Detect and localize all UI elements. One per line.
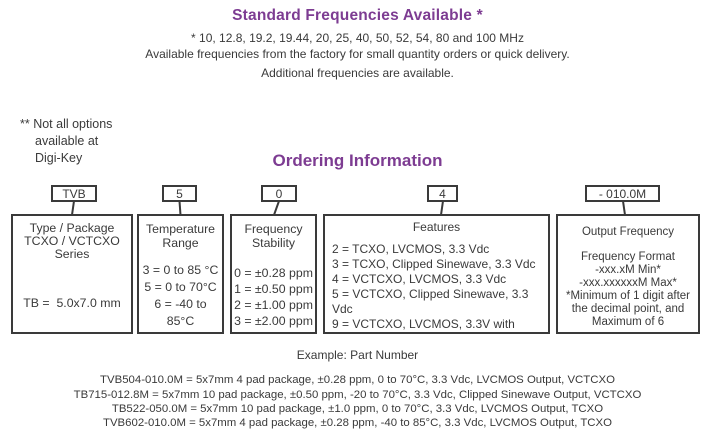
example-part-number-4: TVB602-010.0M = 5x7mm 4 pad package, ±0.… xyxy=(103,417,612,429)
note-line-3: Digi-Key xyxy=(35,151,83,165)
option-line: 2 = TCXO, LVCMOS, 3.3 Vdc xyxy=(332,242,490,256)
header-line: Output Frequency xyxy=(581,226,675,238)
part-code-features-box: 4 xyxy=(427,185,458,202)
header-line: Range xyxy=(162,236,199,250)
header-line: Stability xyxy=(251,236,296,250)
features-box-header: Features xyxy=(325,216,548,233)
part-code-type-box: TVB xyxy=(51,185,97,202)
option-line: 3 = ±2.00 ppm xyxy=(234,314,313,328)
option-line: 3 = 0 to 85 °C xyxy=(142,263,219,277)
header-line: Series xyxy=(54,247,90,261)
option-line: 3 = TCXO, Clipped Sinewave, 3.3 Vdc xyxy=(332,257,536,271)
output-frequency-box: Output Frequency Frequency Format -xxx.x… xyxy=(556,214,700,334)
features-box-options: 2 = TCXO, LVCMOS, 3.3 Vdc 3 = TCXO, Clip… xyxy=(325,242,548,334)
features-box: Features 2 = TCXO, LVCMOS, 3.3 Vdc 3 = T… xyxy=(323,214,550,334)
temperature-range-box-options: 3 = 0 to 85 °C 5 = 0 to 70°C 6 = -40 to … xyxy=(139,262,222,332)
option-line: 2 = ±1.00 ppm xyxy=(234,298,313,312)
type-package-box: Type / Package TCXO / VCTCXO Series TB =… xyxy=(11,214,133,334)
option-line: 6 = -40 to 85°C xyxy=(154,297,207,328)
option-line: 7 = -20 to 70°C xyxy=(139,330,222,332)
availability-note: Available frequencies from the factory f… xyxy=(145,47,570,61)
output-frequency-box-header: Output Frequency xyxy=(558,216,698,238)
option-line: 1 = ±0.50 ppm xyxy=(234,282,313,296)
header-line: Features xyxy=(412,220,461,234)
frequency-stability-box-options: 0 = ±0.28 ppm 1 = ±0.50 ppm 2 = ±1.00 pp… xyxy=(232,265,315,329)
example-part-number-title: Example: Part Number xyxy=(296,348,419,362)
note-line-2: available at xyxy=(35,134,99,148)
detail-line: Frequency Format xyxy=(581,251,675,263)
header-line: Type / Package xyxy=(29,221,115,235)
option-line: 0 = ±0.28 ppm xyxy=(234,266,313,280)
detail-line: *Minimum of 1 digit after xyxy=(566,290,690,302)
detail-line: Maximum of 6 xyxy=(591,316,665,328)
option-line-continuation: reduced pull range xyxy=(332,332,548,334)
additional-frequencies-note: Additional frequencies are available. xyxy=(261,66,454,80)
part-code-frequency-box: - 010.0M xyxy=(585,185,660,202)
option-line: 5 = VCTCXO, Clipped Sinewave, 3.3 Vdc xyxy=(332,287,529,316)
page-title: Standard Frequencies Available * xyxy=(232,7,483,24)
detail-line: -xxx.xxxxxxM Max* xyxy=(579,277,677,289)
option-line: 4 = VCTCXO, LVCMOS, 3.3 Vdc xyxy=(332,272,507,286)
header-line: Temperature xyxy=(145,222,216,236)
header-line: TCXO / VCTCXO xyxy=(24,234,120,248)
temperature-range-box-header: Temperature Range xyxy=(139,216,222,250)
detail-line: -xxx.xM Min* xyxy=(595,264,661,276)
note-line-1: ** Not all options xyxy=(20,117,113,131)
frequency-stability-box-header: Frequency Stability xyxy=(232,216,315,250)
type-package-box-header: Type / Package TCXO / VCTCXO Series xyxy=(13,216,131,261)
type-package-box-options: TB = 5.0x7.0 mm 10 Pads TVB = 5.0x7.0 mm… xyxy=(13,271,131,332)
frequency-stability-box: Frequency Stability 0 = ±0.28 ppm 1 = ±0… xyxy=(230,214,317,334)
digikey-note: ** Not all options available at Digi-Key xyxy=(20,116,112,167)
option-line: 9 = VCTCXO, LVCMOS, 3.3V with xyxy=(332,317,515,331)
detail-line: the decimal point, and xyxy=(571,303,685,315)
temperature-range-box: Temperature Range 3 = 0 to 85 °C 5 = 0 t… xyxy=(137,214,224,334)
option-line: 5 = 0 to 70°C xyxy=(144,280,217,294)
part-code-temperature-box: 5 xyxy=(162,185,197,202)
connector-lines xyxy=(71,201,626,215)
ordering-information-title: Ordering Information xyxy=(272,151,443,170)
standard-frequency-list: * 10, 12.8, 19.2, 19.44, 20, 25, 40, 50,… xyxy=(191,31,524,45)
option-line: TB = 5.0x7.0 mm xyxy=(23,296,121,310)
output-frequency-box-details: Frequency Format -xxx.xM Min* -xxx.xxxxx… xyxy=(558,251,698,329)
example-part-number-1: TVB504-010.0M = 5x7mm 4 pad package, ±0.… xyxy=(100,374,615,386)
example-part-number-3: TB522-050.0M = 5x7mm 10 pad package, ±1.… xyxy=(111,403,604,415)
header-line: Frequency xyxy=(244,222,303,236)
part-code-stability-box: 0 xyxy=(261,185,297,202)
example-part-number-2: TB715-012.8M = 5x7mm 10 pad package, ±0.… xyxy=(73,389,642,401)
